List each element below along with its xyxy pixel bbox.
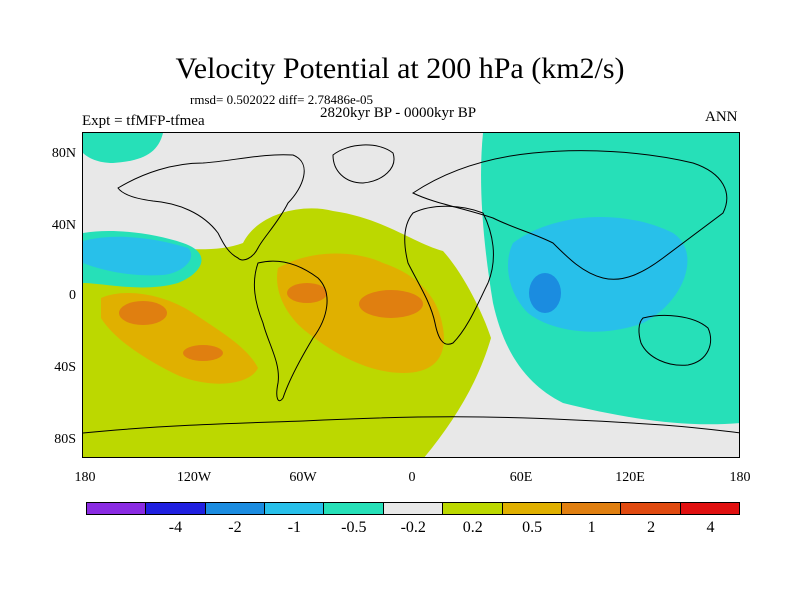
y-tick-40n: 40N xyxy=(51,218,76,233)
colorbar-label: -2 xyxy=(228,519,242,536)
colorbar-label: 0.2 xyxy=(462,519,483,536)
experiment-label: Expt = tfMFP-tfmea xyxy=(82,113,205,129)
colorbar-label: 0.5 xyxy=(522,519,543,536)
colorbar-label: -0.2 xyxy=(400,519,426,536)
x-tick-180w: 180 xyxy=(74,470,96,485)
y-tick-0: 0 xyxy=(69,288,76,303)
y-tick-80s: 80S xyxy=(54,432,76,447)
coastline-south-america xyxy=(253,260,328,402)
map-panel xyxy=(82,132,740,458)
negative-region-north-pacific xyxy=(83,133,163,163)
period-label: 2820kyr BP - 0000kyr BP xyxy=(320,105,477,121)
colorbar-swatch xyxy=(443,503,503,514)
x-tick-0: 0 xyxy=(408,470,416,485)
coastline-north-america xyxy=(117,154,305,261)
colorbar-label: -0.5 xyxy=(341,519,367,536)
colorbar-swatch xyxy=(502,503,562,514)
x-tick-120e: 120E xyxy=(615,470,645,485)
coastline-australia xyxy=(638,314,712,366)
y-tick-80n: 80N xyxy=(51,146,76,161)
coastline-greenland xyxy=(332,144,395,184)
colorbar-label: 1 xyxy=(587,519,596,536)
colorbar-label: -4 xyxy=(168,519,183,536)
colorbar-swatch xyxy=(680,503,739,514)
strong-core-pacific-2 xyxy=(183,345,223,361)
colorbar-swatch xyxy=(324,503,384,514)
x-tick-120w: 120W xyxy=(176,470,212,485)
core-strong-negative-indian-ocean xyxy=(529,273,561,313)
x-tick-60e: 60E xyxy=(509,470,533,485)
colorbar-swatch xyxy=(383,503,444,514)
strong-core-pacific-1 xyxy=(119,301,167,325)
coastlines xyxy=(83,144,739,434)
moderate-region-atlantic xyxy=(277,253,444,373)
map-canvas xyxy=(83,133,739,457)
colorbar-swatch xyxy=(621,503,681,514)
colorbar-label: -1 xyxy=(287,519,302,536)
y-tick-40s: 40S xyxy=(54,360,76,375)
coastline-africa xyxy=(404,205,494,345)
colorbar-swatch xyxy=(561,503,622,514)
season-label: ANN xyxy=(705,109,738,125)
map-title: Velocity Potential at 200 hPa (km2/s) xyxy=(175,52,625,85)
coastline-eurasia xyxy=(412,150,728,280)
strong-core-atlantic xyxy=(359,290,423,318)
colorbar-swatch xyxy=(265,503,325,514)
colorbar-swatch xyxy=(146,503,206,514)
colorbar-label: 4 xyxy=(706,519,715,536)
strong-negative-east-pacific xyxy=(83,236,192,276)
stats-line: rmsd= 0.502022 diff= 2.78486e-05 xyxy=(190,92,374,107)
coastline-antarctica xyxy=(83,416,739,434)
strong-core-brazil xyxy=(287,283,327,303)
x-tick-180e: 180 xyxy=(729,470,751,485)
x-tick-60w: 60W xyxy=(289,470,317,485)
colorbar-swatch xyxy=(205,503,266,514)
colorbar xyxy=(86,502,740,515)
colorbar-swatch xyxy=(87,503,147,514)
colorbar-label: 2 xyxy=(647,519,656,536)
